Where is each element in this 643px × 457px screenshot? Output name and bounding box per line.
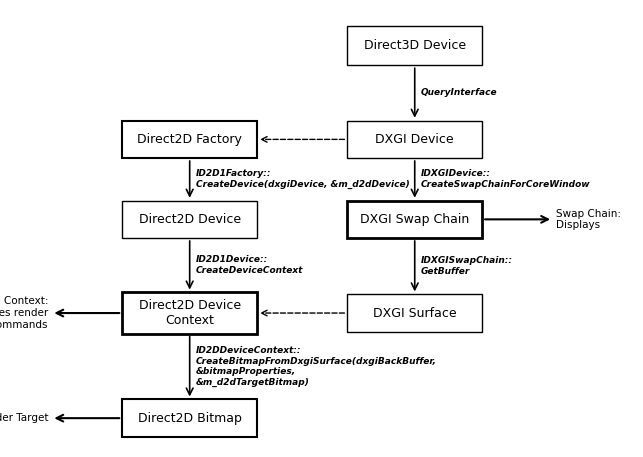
FancyBboxPatch shape — [347, 294, 482, 332]
FancyBboxPatch shape — [122, 292, 257, 334]
Text: Render Target: Render Target — [0, 413, 48, 423]
Text: Swap Chain:
Displays: Swap Chain: Displays — [556, 208, 621, 230]
FancyBboxPatch shape — [347, 26, 482, 65]
Text: Direct2D Device: Direct2D Device — [139, 213, 240, 226]
FancyBboxPatch shape — [122, 201, 257, 238]
FancyBboxPatch shape — [122, 121, 257, 158]
Text: ID2DDeviceContext::
CreateBitmapFromDxgiSurface(dxgiBackBuffer,
&bitmapPropertie: ID2DDeviceContext:: CreateBitmapFromDxgi… — [196, 346, 437, 387]
Text: DXGI Device: DXGI Device — [376, 133, 454, 146]
Text: Direct3D Device: Direct3D Device — [364, 39, 466, 52]
Text: Direct2D Bitmap: Direct2D Bitmap — [138, 412, 242, 425]
FancyBboxPatch shape — [347, 201, 482, 238]
Text: Direct2D Factory: Direct2D Factory — [137, 133, 242, 146]
Text: DXGI Swap Chain: DXGI Swap Chain — [360, 213, 469, 226]
Text: IDXGISwapChain::
GetBuffer: IDXGISwapChain:: GetBuffer — [421, 256, 513, 276]
FancyBboxPatch shape — [122, 399, 257, 437]
Text: Device Context:
Issues render
commands: Device Context: Issues render commands — [0, 297, 48, 329]
Text: DXGI Surface: DXGI Surface — [373, 307, 457, 319]
Text: Direct2D Device
Context: Direct2D Device Context — [139, 299, 240, 327]
Text: QueryInterface: QueryInterface — [421, 88, 498, 97]
FancyBboxPatch shape — [347, 121, 482, 158]
Text: ID2D1Device::
CreateDeviceContext: ID2D1Device:: CreateDeviceContext — [196, 255, 303, 275]
Text: ID2D1Factory::
CreateDevice(dxgiDevice, &m_d2dDevice): ID2D1Factory:: CreateDevice(dxgiDevice, … — [196, 170, 410, 189]
Text: IDXGIDevice::
CreateSwapChainForCoreWindow: IDXGIDevice:: CreateSwapChainForCoreWind… — [421, 170, 591, 189]
